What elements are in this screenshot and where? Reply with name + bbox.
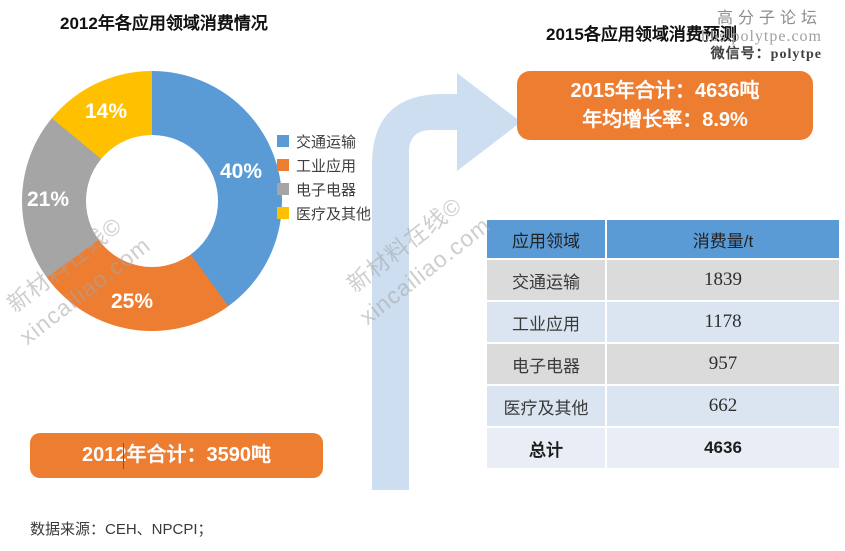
table-cell-label: 电子电器 [487,344,605,384]
legend-item-transport: 交通运输 [277,132,371,151]
slice-label-electronics: 21% [26,188,70,211]
watermark-forum-name: 高分子论坛 [716,10,822,27]
summary-box-2012: 2012年合计：3590吨 [30,433,323,478]
watermark-site-url: bbs.polytpe.com [701,28,822,45]
summary-box-2015: 2015年合计：4636吨 年均增长率：8.9% [517,71,813,140]
table-body: 交通运输 1839 工业应用 1178 电子电器 957 医疗及其他 662 总… [487,260,839,468]
legend-label: 工业应用 [296,157,357,175]
legend-label: 医疗及其他 [296,205,372,223]
table-row-total: 总计 4636 [487,428,839,468]
table-cell-label: 交通运输 [487,260,605,300]
table-cell-total-label: 总计 [487,428,605,468]
legend-item-medical: 医疗及其他 [277,204,372,223]
summary-2015-total: 2015年合计：4636吨 [570,79,760,102]
table-cell-label: 医疗及其他 [487,386,605,426]
donut-chart-2012: 40% 25% 21% 14% [22,71,282,331]
table-cell-label: 工业应用 [487,302,605,342]
donut-hole [86,135,218,267]
table-row-industrial: 工业应用 1178 [487,302,839,342]
legend-swatch-blue [277,135,289,147]
legend-swatch-yellow [277,207,289,219]
legend-swatch-orange [277,159,289,171]
table-header-category: 应用领域 [487,220,605,258]
legend-swatch-gray [277,183,289,195]
text-cursor [123,443,124,469]
watermark-wechat-id: 微信号：polytpe [710,47,822,62]
data-source-note: 数据来源：CEH、NPCPI； [30,521,213,538]
table-row-medical: 医疗及其他 662 [487,386,839,426]
table-cell-value: 1839 [607,260,839,300]
site-watermark: 高分子论坛 bbs.polytpe.com 微信号：polytpe [701,10,822,64]
table-cell-value: 662 [607,386,839,426]
table-row-electronics: 电子电器 957 [487,344,839,384]
forecast-table: 应用领域 消费量/t 交通运输 1839 工业应用 1178 电子电器 957 … [487,220,839,470]
table-row-transport: 交通运输 1839 [487,260,839,300]
left-chart-title: 2012年各应用领域消费情况 [60,14,268,33]
table-cell-value: 1178 [607,302,839,342]
slice-label-industrial: 25% [110,290,154,313]
summary-2015-growth: 年均增长率：8.9% [582,108,748,131]
pie-legend: 交通运输 工业应用 电子电器 医疗及其他 [277,132,371,228]
legend-item-electronics: 电子电器 [277,180,371,199]
table-header-consumption: 消费量/t [607,220,839,258]
slice-label-medical: 14% [84,100,128,123]
legend-label: 电子电器 [296,181,357,199]
right-chart-title: 2015各应用领域消费预测 [546,25,737,44]
table-cell-value: 957 [607,344,839,384]
legend-item-industrial: 工业应用 [277,156,371,175]
table-cell-total-value: 4636 [607,428,839,468]
table-header-row: 应用领域 消费量/t [487,220,839,258]
legend-label: 交通运输 [296,133,357,151]
summary-2012-total: 2012年合计：3590吨 [82,444,271,466]
slice-label-transport: 40% [219,160,263,183]
